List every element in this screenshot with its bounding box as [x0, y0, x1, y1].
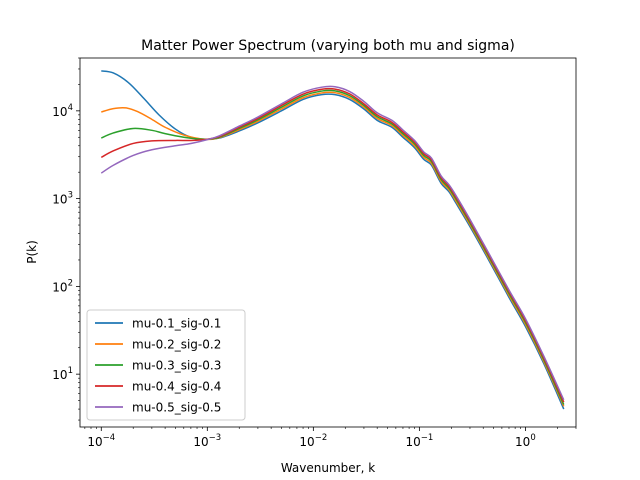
x-tick-label-5: 100 — [515, 433, 536, 449]
series-line-5 — [100, 85, 565, 401]
y-tick-label-2: 102 — [52, 278, 73, 294]
series-lines — [100, 70, 565, 410]
y-axis-label: P(k) — [25, 240, 39, 264]
x-axis-label: Wavenumber, k — [281, 461, 375, 475]
axes: 10−4 10−3 10−2 10−1 100 101 102 103 104 — [52, 57, 577, 449]
x-tick-label-3: 10−2 — [299, 433, 327, 449]
series-line-4 — [100, 87, 565, 403]
legend: mu-0.1_sig-0.1 mu-0.2_sig-0.2 mu-0.3_sig-0… — [86, 309, 246, 421]
chart-title: Matter Power Spectrum (varying both mu a… — [141, 38, 515, 54]
legend-label-4: mu-0.4_sig-0.4 — [132, 380, 221, 394]
y-minor-ticks — [78, 57, 80, 421]
plot-area — [100, 70, 565, 410]
y-tick-label-4: 104 — [52, 103, 73, 119]
x-tick-label-2: 10−3 — [193, 433, 221, 449]
legend-label-5: mu-0.5_sig-0.5 — [132, 401, 221, 415]
y-tick-label-3: 103 — [52, 191, 73, 207]
legend-box — [86, 309, 246, 421]
legend-label-3: mu-0.3_sig-0.3 — [132, 359, 221, 373]
axes-frame — [79, 57, 577, 428]
legend-label-1: mu-0.1_sig-0.1 — [132, 317, 221, 331]
y-tick-label-1: 101 — [52, 366, 73, 382]
series-line-2 — [101, 91, 565, 407]
x-tick-label-4: 10−1 — [405, 433, 433, 449]
legend-label-2: mu-0.2_sig-0.2 — [132, 338, 221, 352]
x-tick-label-1: 10−4 — [87, 433, 115, 449]
x-minor-ticks — [84, 427, 577, 429]
series-line-3 — [100, 89, 565, 405]
series-line-1 — [101, 70, 565, 410]
